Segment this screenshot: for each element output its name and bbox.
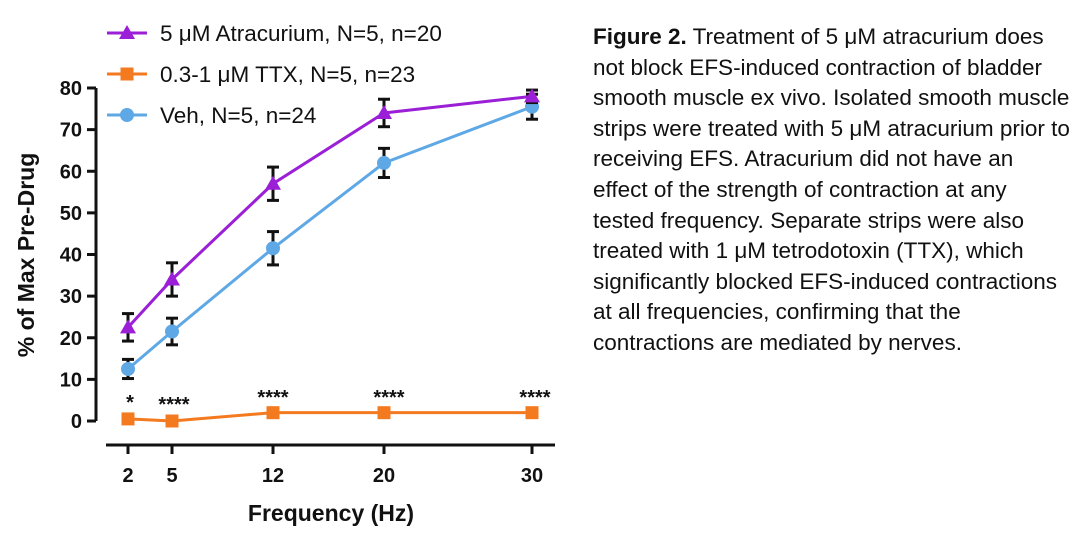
data-point <box>266 406 280 420</box>
y-tick-label: 80 <box>60 78 82 100</box>
legend-label: 0.3-1 μM TTX, N=5, n=23 <box>160 62 415 87</box>
data-point <box>165 324 179 339</box>
y-tick-label: 20 <box>60 328 82 350</box>
x-axis-label: Frequency (Hz) <box>248 500 414 526</box>
legend: 5 μM Atracurium, N=5, n=20 0.3-1 μM TTX, … <box>107 21 442 128</box>
series-layer: * **** **** **** **** <box>120 88 551 428</box>
y-tick-label: 10 <box>60 369 82 391</box>
series-veh <box>121 92 539 381</box>
y-axis-label: % of Max Pre-Drug <box>13 153 39 357</box>
series-ttx <box>121 406 539 428</box>
data-point <box>164 271 180 286</box>
legend-marker <box>119 25 135 39</box>
x-tick-label: 30 <box>521 465 543 487</box>
data-point <box>120 319 136 334</box>
significance-marker: **** <box>257 387 288 409</box>
data-point <box>165 414 179 428</box>
y-tick-label: 0 <box>71 411 82 433</box>
y-tick-label: 50 <box>60 203 82 225</box>
series-atracurium <box>120 88 540 343</box>
data-point <box>266 241 280 256</box>
significance-marker: * <box>126 392 134 414</box>
significance-marker: **** <box>519 387 550 409</box>
data-point <box>377 155 391 170</box>
data-point <box>265 175 281 190</box>
legend-item: Veh, N=5, n=24 <box>107 103 316 128</box>
figure-caption: Figure 2. Treatment of 5 μM atracurium d… <box>593 22 1073 359</box>
data-point <box>524 88 540 103</box>
y-tick-label: 30 <box>60 286 82 308</box>
data-point <box>377 406 391 420</box>
data-point <box>525 406 539 420</box>
caption-text: Treatment of 5 μM atracurium does not bl… <box>593 24 1070 355</box>
x-tick-label: 20 <box>373 465 395 487</box>
legend-item: 5 μM Atracurium, N=5, n=20 <box>107 21 442 46</box>
data-point <box>376 104 392 119</box>
caption-title: Figure 2. <box>593 24 687 49</box>
y-tick-label: 70 <box>60 120 82 142</box>
x-tick-label: 12 <box>262 465 284 487</box>
legend-marker <box>120 108 134 122</box>
data-point <box>121 412 135 426</box>
axes: 0 10 20 30 40 50 60 70 80 2 5 12 20 30 <box>60 78 555 487</box>
significance-marker: **** <box>158 394 189 416</box>
y-tick-label: 60 <box>60 161 82 183</box>
legend-item: 0.3-1 μM TTX, N=5, n=23 <box>107 62 415 87</box>
legend-label: 5 μM Atracurium, N=5, n=20 <box>160 21 442 46</box>
legend-marker <box>120 67 134 81</box>
y-tick-label: 40 <box>60 245 82 267</box>
data-point <box>121 361 135 376</box>
legend-label: Veh, N=5, n=24 <box>160 103 316 128</box>
x-tick-label: 2 <box>122 465 133 487</box>
significance-marker: **** <box>373 387 404 409</box>
x-tick-label: 5 <box>166 465 177 487</box>
